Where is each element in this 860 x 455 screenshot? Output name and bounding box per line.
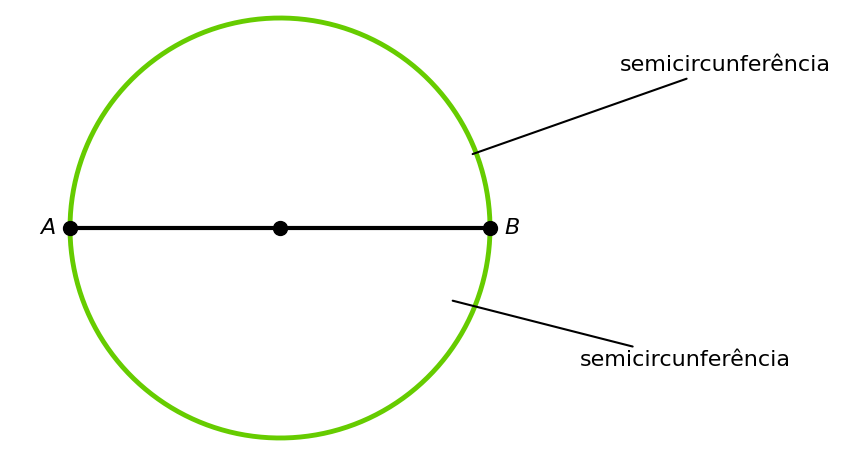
Text: B: B bbox=[504, 218, 519, 238]
Text: semicircunferência: semicircunferência bbox=[452, 301, 791, 370]
Text: semicircunferência: semicircunferência bbox=[473, 55, 831, 154]
Text: A: A bbox=[40, 218, 56, 238]
